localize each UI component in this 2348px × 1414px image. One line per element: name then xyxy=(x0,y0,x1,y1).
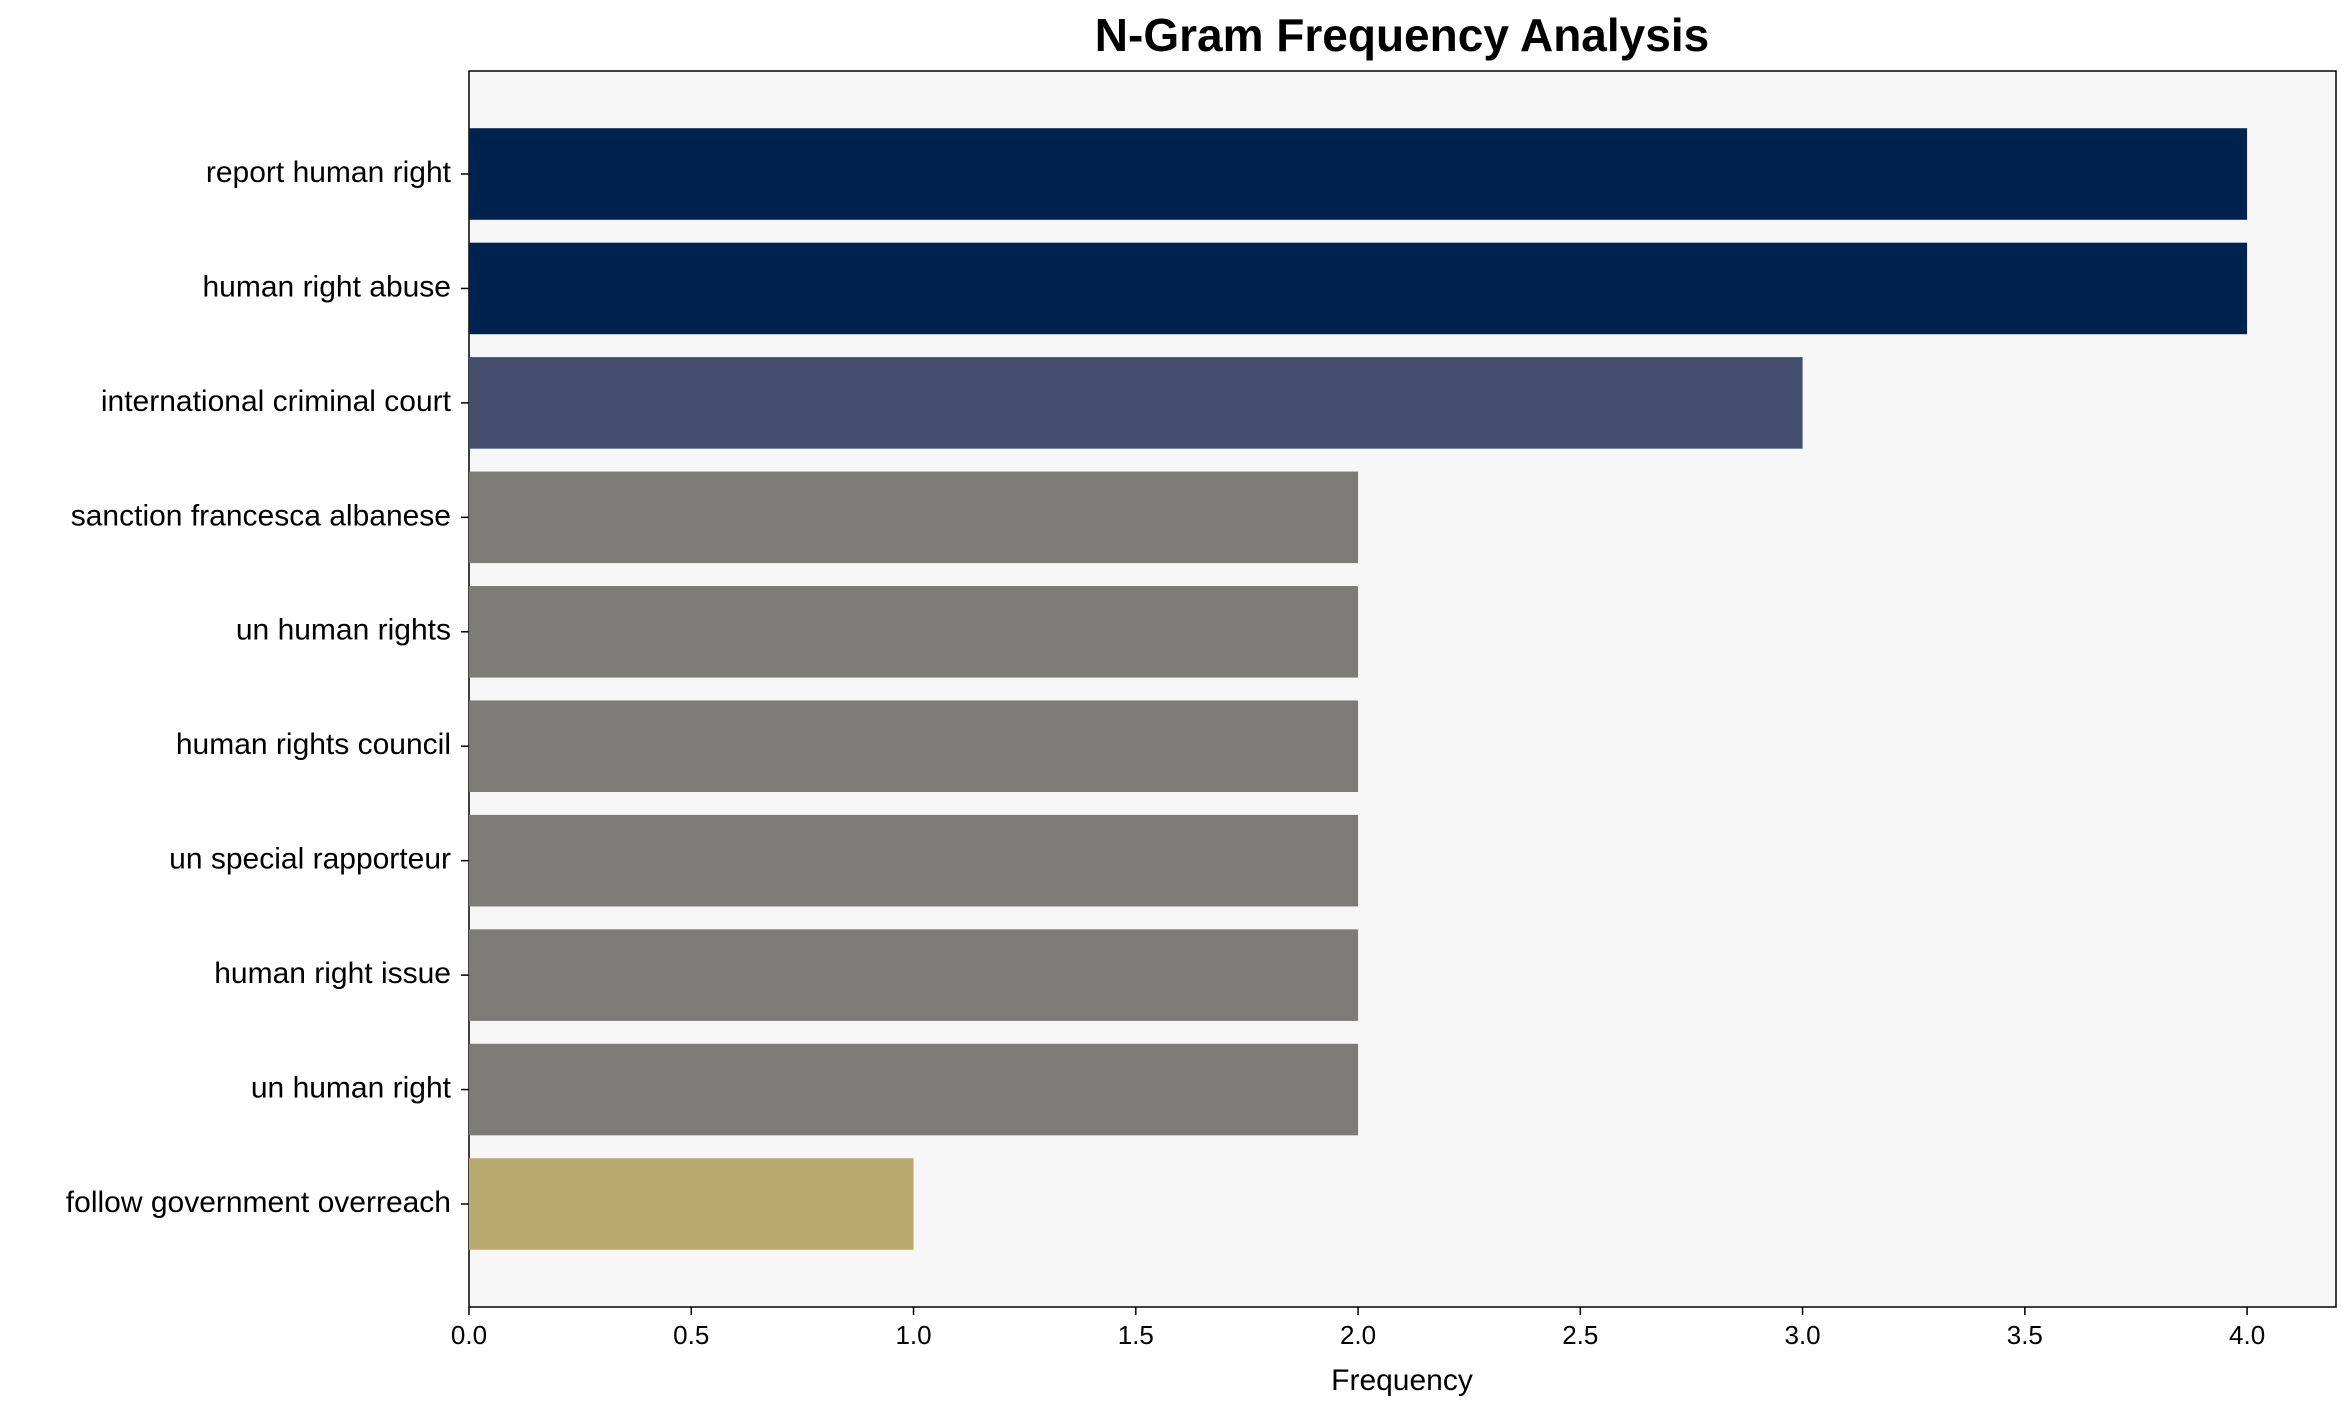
bar xyxy=(469,586,1359,678)
bar xyxy=(469,471,1359,564)
y-tick-label: follow government overreach xyxy=(66,1186,451,1219)
bar xyxy=(469,1043,1359,1136)
y-tick-label: report human right xyxy=(206,156,452,189)
y-tick-label: un human right xyxy=(251,1071,452,1104)
x-axis-label: Frequency xyxy=(1331,1364,1473,1397)
y-tick-label: un special rapporteur xyxy=(169,843,451,876)
bar xyxy=(469,128,2248,220)
chart-title: N-Gram Frequency Analysis xyxy=(1095,9,1709,61)
y-tick-label: sanction francesca albanese xyxy=(71,499,451,532)
y-tick-label: human rights council xyxy=(176,728,451,761)
y-tick-label: un human rights xyxy=(236,614,451,647)
bar xyxy=(469,1158,914,1250)
bar xyxy=(469,242,2248,335)
x-tick-label: 2.5 xyxy=(1562,1320,1598,1350)
y-tick-label: human right abuse xyxy=(203,270,452,303)
y-tick-label: international criminal court xyxy=(101,385,452,418)
y-tick-label: human right issue xyxy=(214,957,451,990)
x-tick-label: 1.5 xyxy=(1118,1320,1154,1350)
x-tick-label: 3.0 xyxy=(1784,1320,1820,1350)
bar xyxy=(469,929,1359,1021)
x-tick-label: 2.0 xyxy=(1340,1320,1376,1350)
x-tick-label: 3.5 xyxy=(2007,1320,2043,1350)
bar xyxy=(469,814,1359,907)
x-tick-label: 0.0 xyxy=(451,1320,487,1350)
x-tick-label: 1.0 xyxy=(895,1320,931,1350)
x-tick-label: 4.0 xyxy=(2229,1320,2265,1350)
bar xyxy=(469,700,1359,792)
x-tick-label: 0.5 xyxy=(673,1320,709,1350)
bar xyxy=(469,357,1803,449)
